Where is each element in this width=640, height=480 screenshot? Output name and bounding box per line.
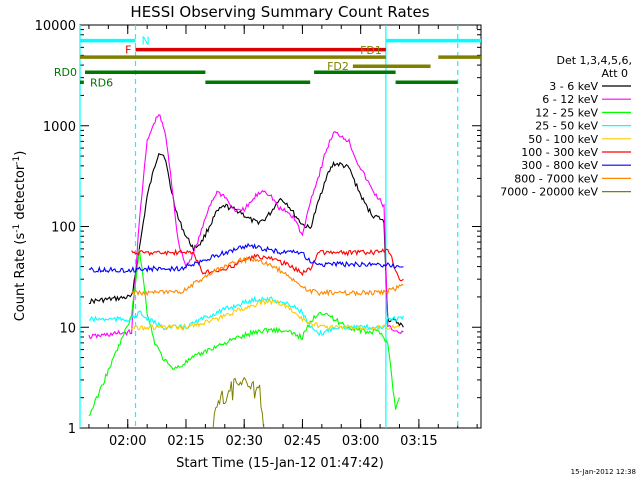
x-tick-label: 02:45 — [284, 434, 321, 449]
legend-item: 50 - 100 keV — [528, 133, 631, 146]
legend-item: 7000 - 20000 keV — [500, 186, 631, 199]
y-tick-label: 1 — [68, 422, 76, 437]
legend-label: 12 - 25 keV — [535, 106, 598, 119]
plot-frame — [79, 24, 482, 429]
x-tick-label: 02:00 — [109, 434, 146, 449]
x-tick-label: 02:30 — [225, 434, 262, 449]
legend-item: 6 - 12 keV — [542, 93, 631, 106]
legend-item: 100 - 300 keV — [521, 146, 631, 159]
series-line-6-12-kev — [88, 114, 404, 340]
y-axis-label-sup2: -1 — [12, 156, 22, 165]
legend-item: 300 - 800 keV — [521, 159, 631, 172]
legend-item: 25 - 50 keV — [535, 120, 631, 133]
series-line-800-7000-kev — [131, 256, 404, 297]
series-line-25-50-kev — [88, 295, 404, 337]
y-axis-label-mid: detector — [13, 164, 28, 224]
legend-label: 7000 - 20000 keV — [500, 186, 598, 199]
legend-label: 800 - 7000 keV — [514, 172, 598, 185]
bar-label-rd6: RD6 — [90, 76, 113, 89]
plot-area: 1 10 100 1000 10000 02:00 02:15 02:30 02:45 03:00… — [35, 19, 482, 449]
y-axis-label-main: Count Rate (s — [13, 233, 28, 322]
y-tick-label: 1000 — [43, 120, 76, 135]
legend-header-line-2: Att 0 — [602, 67, 628, 80]
series-line-100-300-kev — [131, 248, 404, 282]
bar-label-fd1: FD1 — [360, 44, 382, 57]
legend-label: 3 - 6 keV — [549, 80, 598, 93]
legend-label: 25 - 50 keV — [535, 120, 598, 133]
bar-label-n: N — [142, 35, 150, 48]
series-line-300-800-kev — [88, 242, 404, 274]
legend-item: 800 - 7000 keV — [514, 172, 631, 185]
x-tick-label: 03:15 — [400, 434, 437, 449]
series-line-3-6-kev — [88, 153, 404, 328]
y-axis-label-end: ) — [13, 151, 28, 156]
bar-label-fd2: FD2 — [327, 60, 349, 73]
chart-title: HESSI Observing Summary Count Rates — [130, 3, 429, 21]
x-tick-label: 02:15 — [167, 434, 204, 449]
y-axis-label-sup: -1 — [12, 224, 22, 233]
bar-label-f: F — [125, 44, 131, 57]
legend-label: 50 - 100 keV — [528, 133, 598, 146]
y-axis-label: Count Rate (s-1 detector-1) — [12, 151, 28, 322]
y-tick-label: 10000 — [35, 19, 76, 34]
y-tick-label: 10 — [59, 321, 76, 336]
y-tick-label: 100 — [51, 221, 76, 236]
x-tick-label: 03:00 — [342, 434, 379, 449]
timestamp: 15-Jan-2012 12:38 — [571, 468, 636, 476]
legend-label: 6 - 12 keV — [542, 93, 598, 106]
legend-item: 3 - 6 keV — [549, 80, 631, 93]
legend-item: 12 - 25 keV — [535, 106, 631, 119]
legend-label: 100 - 300 keV — [521, 146, 598, 159]
bar-label-rd0: RD0 — [54, 66, 77, 79]
x-axis-label: Start Time (15-Jan-12 01:47:42) — [176, 456, 384, 471]
series-line-50-100-kev — [131, 298, 400, 332]
legend-label: 300 - 800 keV — [521, 159, 598, 172]
legend-header-line-1: Det 1,3,4,5,6, — [556, 54, 632, 67]
series-line-7000-20000-kev — [212, 376, 265, 429]
